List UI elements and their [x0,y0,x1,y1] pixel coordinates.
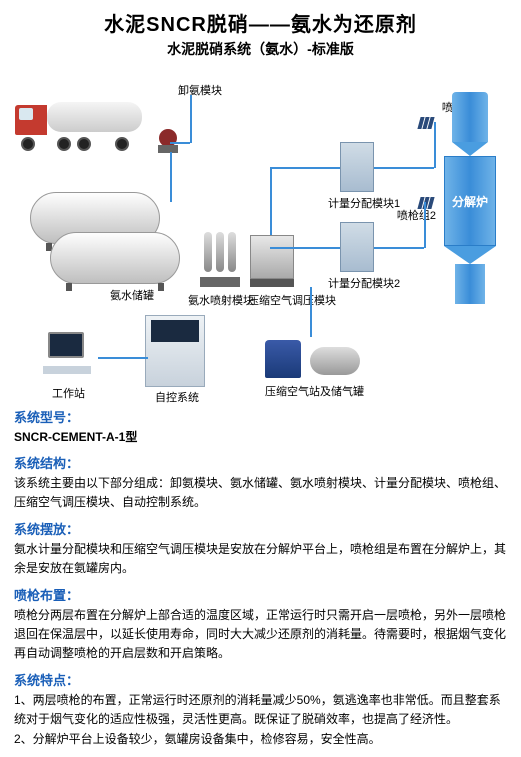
section-nozzle-header: 喷枪布置： [14,585,507,604]
pipe [190,95,192,143]
system-diagram: 卸氨模块 氨水储罐 氨水喷射模块 压缩空气调压模块 计量分配模块1 计量分配模块… [10,67,511,397]
air-station [265,335,360,380]
label-unload: 卸氨模块 [178,82,222,98]
label-ws: 工作站 [52,385,85,401]
feature-text-1: 1、两层喷枪的布置，正常运行时还原剂的消耗量减少50%，氨逃逸率也非常低。而且整… [14,691,507,728]
label-tank: 氨水储罐 [110,287,154,303]
label-meter2: 计量分配模块2 [328,275,400,291]
label-meter1: 计量分配模块1 [328,195,400,211]
ammonia-tank-2 [50,232,180,284]
struct-text: 该系统主要由以下部分组成：卸氨模块、氨水储罐、氨水喷射模块、计量分配模块、喷枪组… [14,474,507,511]
pipe [270,167,340,169]
feature-text-2: 2、分解炉平台上设备较少，氨罐房设备集中，检修容易，安全性高。 [14,730,507,749]
subtitle: 水泥脱硝系统（氨水）-标准版 [10,39,511,59]
model-value: SNCR-CEMENT-A-1型 [14,428,507,445]
main-title: 水泥SNCR脱硝——氨水为还原剂 [10,8,511,37]
meter-cabinet-2 [340,222,374,272]
label-air: 压缩空气站及储气罐 [265,383,364,399]
label-inject: 氨水喷射模块 [188,292,254,308]
pipe [270,167,272,235]
text-sections: 系统型号： SNCR-CEMENT-A-1型 系统结构： 该系统主要由以下部分组… [10,407,511,749]
compress-module [250,232,298,287]
place-text: 氨水计量分配模块和压缩空气调压模块是安放在分解炉平台上，喷枪组是布置在分解炉上，… [14,540,507,577]
workstation [38,332,98,382]
decompose-furnace: 分解炉 [439,92,501,322]
pipe [310,287,312,337]
pipe [374,247,424,249]
page-root: 水泥SNCR脱硝——氨水为还原剂 水泥脱硝系统（氨水）-标准版 卸氨模块 氨水储… [0,0,521,757]
pipe [170,142,190,144]
unload-pump [155,129,183,153]
section-model-header: 系统型号： [14,407,507,426]
label-ctrl: 自控系统 [155,389,199,405]
pipe [270,247,340,249]
control-cabinet [145,315,205,387]
label-noz2: 喷枪组2 [397,207,436,223]
pipe [374,167,434,169]
meter-cabinet-1 [340,142,374,192]
nozzle-group-1 [419,117,439,129]
injection-module [200,232,242,287]
section-feature-header: 系统特点： [14,670,507,689]
pipe [434,122,436,168]
section-place-header: 系统摆放： [14,519,507,538]
pipe [424,202,426,248]
pipe [98,357,148,359]
pipe [170,152,172,202]
furnace-label: 分解炉 [444,156,496,246]
label-comp: 压缩空气调压模块 [248,292,336,308]
tanker-truck [15,97,145,145]
nozzle-text: 喷枪分两层布置在分解炉上部合适的温度区域，正常运行时只需开启一层喷枪，另外一层喷… [14,606,507,662]
section-struct-header: 系统结构： [14,453,507,472]
